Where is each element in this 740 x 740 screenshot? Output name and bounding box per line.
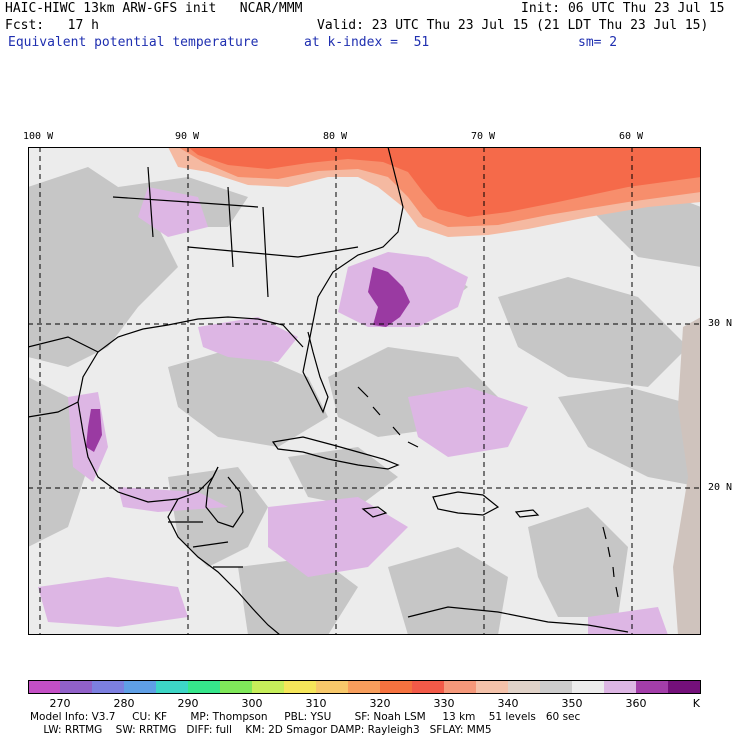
- forecast-hour: Fcst: 17 h: [5, 18, 99, 33]
- colorbar-cell: [668, 680, 701, 694]
- warm-band: [168, 147, 701, 237]
- colorbar-cell: [316, 680, 349, 694]
- latlon-grid: [28, 147, 701, 635]
- colorbar-cell: [540, 680, 573, 694]
- colorbar-cell: [92, 680, 125, 694]
- colorbar-cell: [28, 680, 61, 694]
- lat-label-30n: 30 N: [708, 318, 733, 329]
- colorbar-cell: [380, 680, 413, 694]
- theta-e-map: [28, 147, 701, 635]
- colorbar-tick-label: 290: [178, 697, 199, 710]
- init-time: Init: 06 UTC Thu 23 Jul 15: [521, 1, 725, 16]
- coastlines: [28, 147, 629, 635]
- colorbar-cell: [188, 680, 221, 694]
- colorbar-cell: [412, 680, 445, 694]
- colorbar-tick-label: 320: [370, 697, 391, 710]
- colorbar-cell: [476, 680, 509, 694]
- model-info-line2: LW: RRTMG SW: RRTMG DIFF: full KM: 2D Sm…: [30, 724, 492, 736]
- lon-label-90w: 90 W: [175, 131, 200, 142]
- colorbar-cell: [60, 680, 93, 694]
- colorbar-cell: [572, 680, 605, 694]
- colorbar-tick-label: 350: [562, 697, 583, 710]
- lon-label-60w: 60 W: [619, 131, 644, 142]
- tan-field: [673, 317, 701, 635]
- lon-label-100w: 100 W: [23, 131, 54, 142]
- smoothing: sm= 2: [578, 35, 618, 50]
- field-name: Equivalent potential temperature: [8, 35, 259, 50]
- colorbar-unit: K: [693, 697, 701, 710]
- colorbar-cell: [124, 680, 157, 694]
- colorbar-tick-label: 300: [242, 697, 263, 710]
- colorbar-cell: [508, 680, 541, 694]
- colorbar-tick-label: 360: [626, 697, 647, 710]
- colorbar-tick-label: 270: [50, 697, 71, 710]
- lon-label-70w: 70 W: [471, 131, 496, 142]
- lat-label-20n: 20 N: [708, 482, 733, 493]
- colorbar-tick-label: 280: [114, 697, 135, 710]
- model-title: HAIC-HIWC 13km ARW-GFS init NCAR/MMM: [5, 1, 303, 16]
- model-info-line1: Model Info: V3.7 CU: KF MP: Thompson PBL…: [30, 711, 581, 723]
- colorbar-tick-label: 310: [306, 697, 327, 710]
- colorbar-tick-label: 330: [434, 697, 455, 710]
- colorbar-cell: [156, 680, 189, 694]
- level-index: at k-index = 51: [304, 35, 430, 50]
- colorbar-cell: [284, 680, 317, 694]
- colorbar-cell: [220, 680, 253, 694]
- colorbar-tick-label: 340: [498, 697, 519, 710]
- colorbar-cell: [636, 680, 669, 694]
- colorbar-cell: [444, 680, 477, 694]
- lon-label-80w: 80 W: [323, 131, 348, 142]
- colorbar-cell: [604, 680, 637, 694]
- colorbar-cell: [252, 680, 285, 694]
- purple-maxima: [86, 267, 410, 452]
- valid-time: Valid: 23 UTC Thu 23 Jul 15 (21 LDT Thu …: [317, 18, 709, 33]
- colorbar-cell: [348, 680, 381, 694]
- colorbar: 270 280 290 300 310 320 330 340 350 360 K: [28, 680, 701, 710]
